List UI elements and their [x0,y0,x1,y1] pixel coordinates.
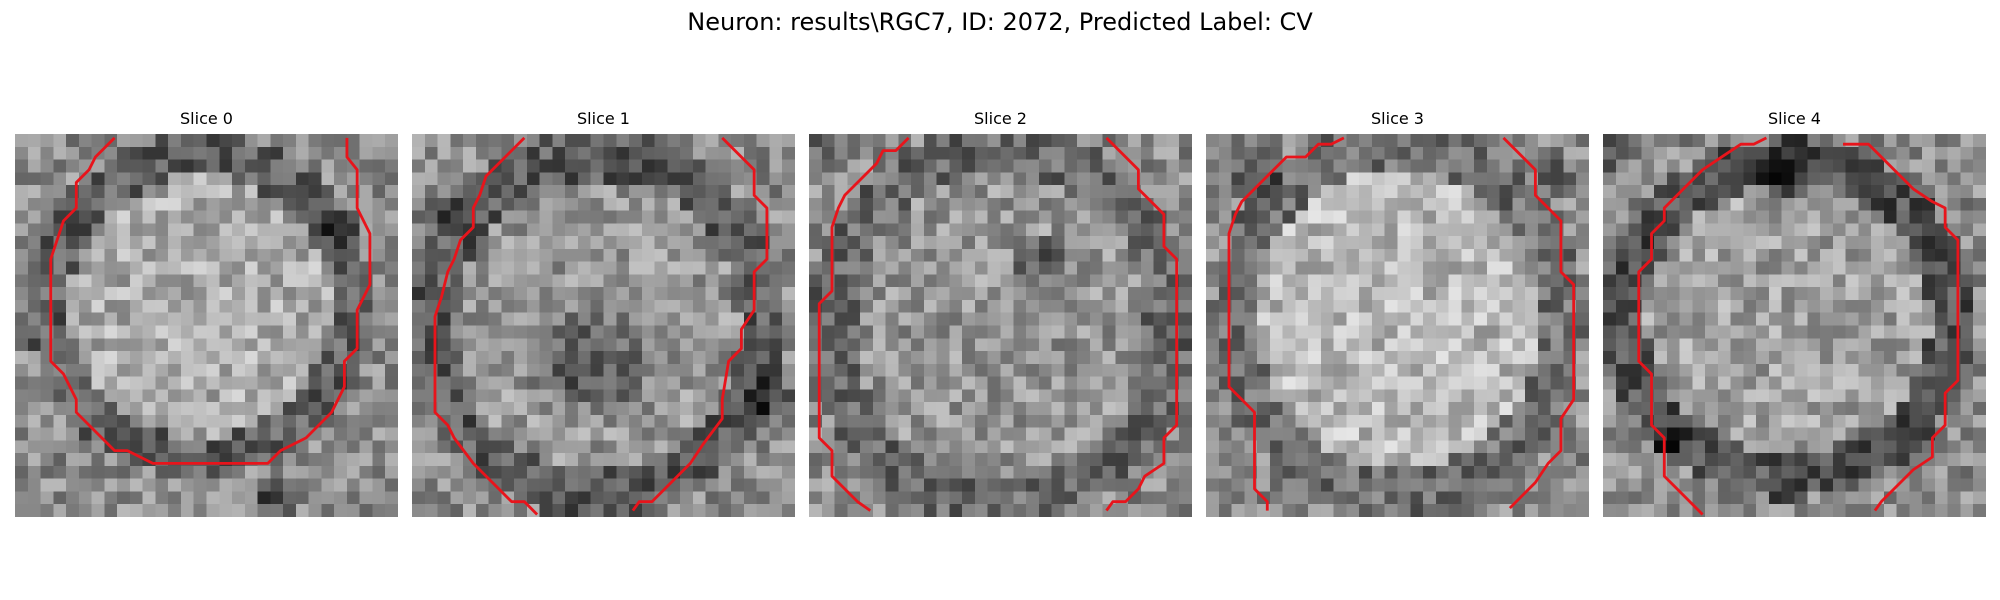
slice-title-4: Slice 4 [1768,109,1821,128]
slice-title-3: Slice 3 [1371,109,1424,128]
slice-image-2 [809,134,1192,517]
contour-line-4-0 [1637,136,1768,516]
slice-panel-0: Slice 0 [15,108,398,518]
contour-line-1-1 [631,136,769,512]
contour-line-0-0 [49,136,372,465]
pixel-grid [15,134,398,517]
slice-title-2: Slice 2 [974,109,1027,128]
contour-line-1-0 [433,136,539,516]
slice-image-0 [15,134,398,517]
pixel-grid [809,134,1192,517]
slice-panel-3: Slice 3 [1206,108,1589,518]
contour-line-4-1 [1843,142,1960,512]
figure-title: Neuron: results\RGC7, ID: 2072, Predicte… [687,8,1313,36]
contour-line-3-0 [1227,136,1345,511]
pixel-grid [412,134,795,517]
pixel-grid [1603,134,1986,517]
slice-image-3 [1206,134,1589,517]
slice-title-0: Slice 0 [180,109,233,128]
slice-panel-1: Slice 1 [412,108,795,518]
pixel-grid [1206,134,1589,517]
contour-line-2-1 [1105,136,1179,512]
contour-line-2-0 [817,136,910,512]
slice-panel-2: Slice 2 [809,108,1192,518]
slice-panel-4: Slice 4 [1603,108,1986,518]
slice-title-1: Slice 1 [577,109,630,128]
slice-image-4 [1603,134,1986,517]
contour-line-3-1 [1502,136,1576,510]
slice-image-1 [412,134,795,517]
